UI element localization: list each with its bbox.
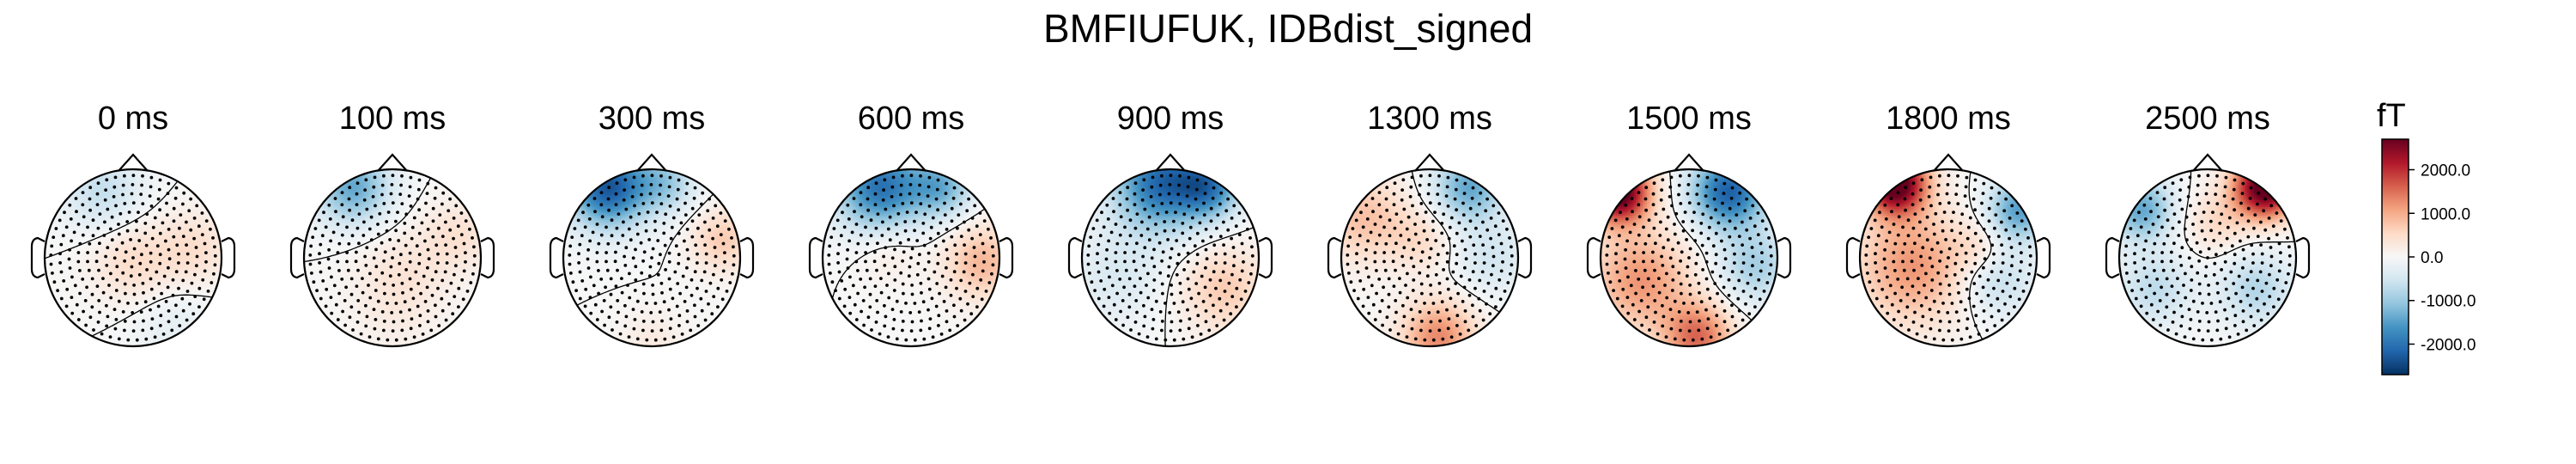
right-ear-icon bbox=[740, 238, 753, 278]
topomap-title: 600 ms bbox=[858, 101, 965, 137]
right-ear-icon bbox=[1259, 238, 1272, 278]
topomap-title: 1300 ms bbox=[1367, 101, 1492, 137]
right-ear-icon bbox=[999, 238, 1012, 278]
left-ear-icon bbox=[1069, 238, 1082, 278]
left-ear-icon bbox=[550, 238, 563, 278]
right-ear-icon bbox=[481, 238, 494, 278]
right-ear-icon bbox=[222, 238, 234, 278]
topomap-4: 600 ms bbox=[810, 101, 1012, 347]
colorbar-tick-label: 0.0 bbox=[2421, 249, 2443, 267]
right-ear-icon bbox=[1777, 238, 1790, 278]
right-ear-icon bbox=[1518, 238, 1531, 278]
colorbar-label: fT bbox=[2377, 98, 2406, 134]
topomap-3: 300 ms bbox=[550, 101, 753, 347]
left-ear-icon bbox=[32, 238, 45, 278]
colorbar: fT 2000.0 1000.0 0.0 -1000.0 -2000.0 bbox=[2377, 98, 2476, 375]
left-ear-icon bbox=[1588, 238, 1601, 278]
topomap-title: 1500 ms bbox=[1626, 101, 1752, 137]
topomap-title: 100 ms bbox=[339, 101, 447, 137]
left-ear-icon bbox=[1847, 238, 1860, 278]
left-ear-icon bbox=[2106, 238, 2119, 278]
left-ear-icon bbox=[810, 238, 823, 278]
colorbar-tick-label: 2000.0 bbox=[2421, 162, 2470, 180]
right-ear-icon bbox=[2037, 238, 2050, 278]
colorbar-tick-label: -2000.0 bbox=[2421, 336, 2476, 354]
colorbar-gradient bbox=[2382, 139, 2409, 375]
topomap-title: 1800 ms bbox=[1886, 101, 2011, 137]
topomap-title: 300 ms bbox=[598, 101, 706, 137]
topomap-2: 100 ms bbox=[291, 101, 494, 347]
topomap-9: 2500 ms bbox=[2106, 101, 2309, 347]
topomap-title: 2500 ms bbox=[2145, 101, 2270, 137]
topomap-title: 900 ms bbox=[1117, 101, 1224, 137]
right-ear-icon bbox=[2296, 238, 2309, 278]
topomap-6: 1300 ms bbox=[1328, 101, 1531, 347]
topomap-title: 0 ms bbox=[98, 101, 168, 137]
colorbar-tick-label: 1000.0 bbox=[2421, 205, 2470, 223]
left-ear-icon bbox=[291, 238, 304, 278]
topomap-5: 900 ms bbox=[1069, 101, 1272, 347]
colorbar-tick-label: -1000.0 bbox=[2421, 293, 2476, 311]
topomap-8: 1800 ms bbox=[1847, 101, 2050, 347]
topomap-1: 0 ms bbox=[32, 101, 234, 347]
topomap-7: 1500 ms bbox=[1588, 101, 1790, 347]
left-ear-icon bbox=[1328, 238, 1341, 278]
